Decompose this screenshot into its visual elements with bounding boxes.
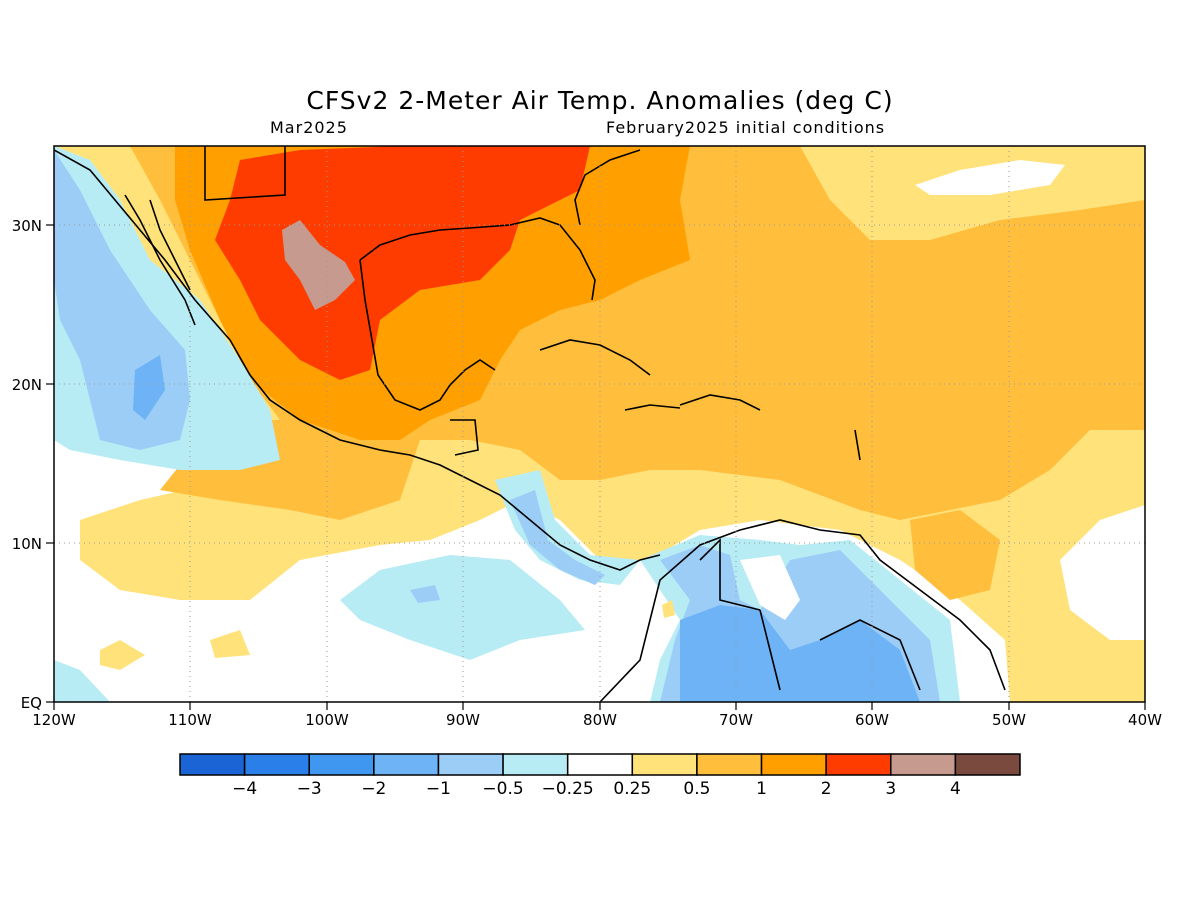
lon-label: 120W — [32, 711, 76, 729]
colorbar-swatch — [631, 753, 698, 776]
colorbar-swatch — [566, 753, 634, 776]
anomaly-patch — [662, 600, 675, 618]
colorbar-swatch — [437, 753, 504, 776]
lon-label: 60W — [855, 711, 889, 729]
anomaly-area--1--0.5 — [510, 490, 605, 585]
neutral-patch — [1060, 505, 1145, 640]
init-conditions-label: February2025 initial conditions — [606, 118, 886, 137]
lat-label: 30N — [12, 217, 42, 235]
lat-label: EQ — [21, 694, 42, 712]
lon-label: 80W — [583, 711, 617, 729]
valid-month-label: Mar2025 — [270, 118, 348, 137]
anomaly-area--2--1 — [133, 355, 165, 420]
colorbar-swatch — [890, 753, 957, 776]
anomaly-area-2-3 — [215, 146, 590, 380]
lon-label: 40W — [1128, 711, 1162, 729]
colorbar-swatch — [243, 753, 310, 776]
colorbar-swatch — [954, 753, 1021, 776]
colorbar-label: −1 — [426, 779, 451, 799]
colorbar-label: −0.5 — [482, 779, 523, 799]
colorbar-label: 0.25 — [613, 779, 651, 799]
colorbar-swatch — [760, 753, 827, 776]
colorbar-swatch — [696, 753, 763, 776]
anomaly-area--0.5--0.25 — [340, 555, 585, 660]
map-plot-area — [54, 146, 1145, 702]
colorbar: −4 −3 −2 −1 −0.5 −0.25 0.25 0.5 1 2 3 4 — [179, 753, 1021, 799]
colorbar-swatch — [179, 753, 246, 776]
lon-label: 110W — [168, 711, 212, 729]
anomaly-patch — [410, 585, 440, 603]
anomaly-area--2--1 — [680, 605, 920, 702]
longitude-labels: 120W 110W 100W 90W 80W 70W 60W 50W 40W — [32, 711, 1162, 729]
lon-label: 90W — [446, 711, 480, 729]
colorbar-swatch — [373, 753, 440, 776]
colorbar-label: −3 — [297, 779, 322, 799]
lon-label: 100W — [305, 711, 349, 729]
neutral-patch — [915, 160, 1065, 195]
lon-label: 70W — [719, 711, 753, 729]
colorbar-swatch — [308, 753, 375, 776]
colorbar-label: 4 — [950, 779, 961, 799]
colorbar-label: 0.5 — [683, 779, 710, 799]
anomaly-patch — [210, 630, 250, 658]
anomaly-area-3-4 — [282, 220, 355, 310]
colorbar-label: 1 — [756, 779, 767, 799]
latitude-labels: 30N 20N 10N EQ — [12, 217, 42, 712]
anomaly-patch — [910, 510, 1000, 600]
anomaly-patch — [54, 660, 110, 702]
colorbar-label: 3 — [885, 779, 896, 799]
lat-label: 20N — [12, 376, 42, 394]
chart-title: CFSv2 2-Meter Air Temp. Anomalies (deg C… — [306, 86, 894, 115]
colorbar-label: −0.25 — [542, 779, 594, 799]
neutral-patch — [740, 555, 800, 620]
lat-label: 10N — [12, 535, 42, 553]
colorbar-swatch — [502, 753, 569, 776]
anomaly-patch — [100, 640, 145, 670]
gridlines — [54, 146, 1145, 702]
colorbar-label: −4 — [232, 779, 257, 799]
axis-tick-marks — [46, 224, 1146, 710]
colorbar-swatch — [825, 753, 892, 776]
colorbar-label: 2 — [821, 779, 832, 799]
lon-label: 50W — [992, 711, 1026, 729]
coastlines — [54, 146, 1006, 702]
colorbar-label: −2 — [361, 779, 386, 799]
